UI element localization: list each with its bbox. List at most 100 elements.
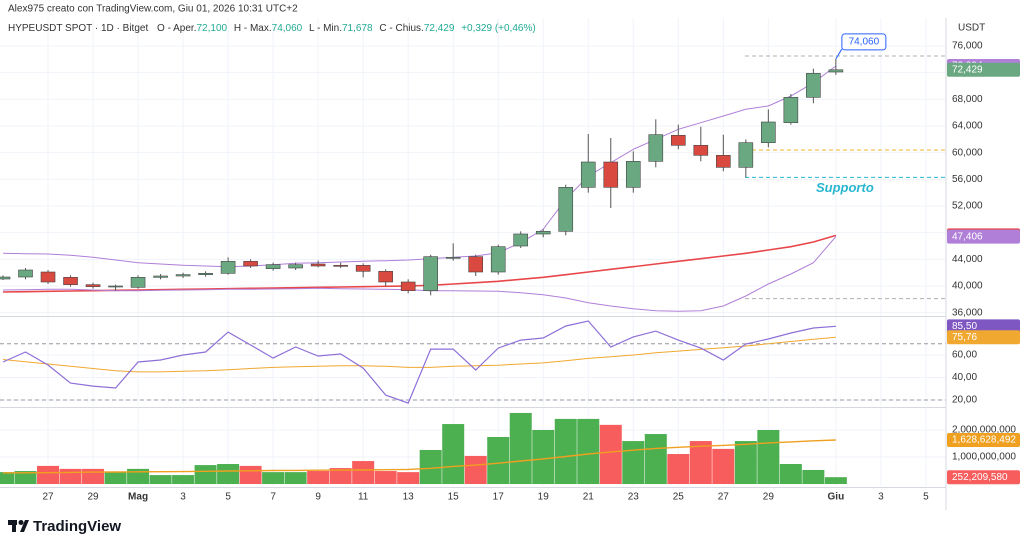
candle-body (513, 233, 529, 247)
candle-body (580, 161, 596, 188)
candle-body (243, 261, 258, 267)
rsi-pane (0, 317, 946, 406)
x-tick-label: 19 (538, 492, 550, 503)
volume-bar (14, 471, 37, 484)
candle-body (670, 135, 686, 146)
overlay-line (2, 65, 837, 268)
candle-body (220, 261, 236, 274)
volume-bar (667, 454, 690, 484)
logo-icon (12, 520, 16, 532)
volume-bar (307, 471, 330, 484)
ohlc-label: H - Max. (234, 23, 272, 34)
y-tick-label: 68,000 (952, 94, 983, 105)
price-tag-label: 72,429 (952, 64, 983, 75)
candle-body (828, 69, 844, 73)
logo-text: TradingView (33, 518, 121, 535)
x-tick-label: 3 (180, 492, 186, 503)
candle-body (85, 284, 101, 287)
volume-bar (194, 465, 217, 484)
price-tag-label: 75,76 (952, 332, 977, 343)
volume-bar (599, 424, 622, 484)
volume-bar (419, 449, 442, 484)
volume-bar (172, 475, 195, 484)
volume-bar (464, 455, 487, 484)
logo: TradingView (8, 518, 121, 535)
rsi-ma-line (2, 336, 836, 373)
volume-ma-line (2, 439, 836, 474)
candle-body (490, 246, 506, 273)
price-tag (947, 470, 1020, 485)
callout-pointer (835, 48, 843, 60)
volume-bar (82, 468, 105, 484)
volume-bar (689, 441, 712, 484)
annotation: Supporto (816, 180, 874, 195)
volume-bar (239, 465, 262, 484)
x-tick-label: Giu (828, 492, 845, 503)
legend: HYPEUSDT SPOT · 1D · Bitget O - Aper.72,… (8, 23, 536, 34)
volume-bar (284, 472, 307, 484)
candle-body (761, 121, 776, 143)
price-tag-label: 47,406 (952, 231, 983, 242)
callout-box (841, 33, 887, 51)
logo-icon (18, 520, 24, 525)
price-tag (947, 229, 1020, 244)
y-tick-label: 76,000 (952, 41, 983, 52)
volume-bar (712, 448, 735, 484)
candle-body (558, 187, 574, 232)
rsi-line (2, 320, 836, 404)
candle-body (108, 285, 123, 288)
price-tag (947, 330, 1020, 345)
candle-body (198, 273, 213, 275)
volume-bar (149, 475, 172, 484)
candle-body (783, 97, 799, 123)
logo-icon (20, 520, 29, 532)
candle-body (0, 276, 11, 280)
y-tick-label: 60,00 (952, 350, 977, 361)
volume-bar (622, 441, 645, 484)
y-tick-label: 56,000 (952, 174, 983, 185)
volume-bar (824, 477, 847, 484)
volume-bar (554, 418, 577, 484)
y-tick-label: 36,000 (952, 307, 983, 318)
y-tick-label: 44,000 (952, 254, 983, 265)
candle-body (63, 277, 78, 285)
credit: Alex975 creato con TradingView.com, Giu … (8, 4, 298, 15)
volume-bar (104, 472, 127, 484)
x-tick-label: 29 (87, 492, 99, 503)
volume-bar (262, 472, 285, 484)
price-tag (947, 319, 1020, 334)
candle-body (288, 264, 303, 269)
volume-bar (734, 441, 757, 484)
x-tick-label: 3 (878, 492, 884, 503)
candle-body (693, 145, 709, 156)
candle-body (400, 281, 416, 291)
x-tick-label: 21 (583, 492, 595, 503)
x-tick-label: 27 (42, 492, 54, 503)
volume-bar (487, 437, 510, 484)
callout-label: 74,060 (849, 37, 880, 48)
candle-body (265, 264, 281, 269)
volume-bar (397, 472, 420, 484)
candle-body (40, 271, 56, 283)
x-tick-label: 13 (403, 492, 415, 503)
x-tick-label: 27 (718, 492, 730, 503)
change: +0,329 (+0,46%) (461, 23, 536, 34)
candle-body (423, 256, 438, 291)
candle-body (18, 269, 33, 278)
x-tick-label: 5 (923, 492, 929, 503)
volume-bar (59, 468, 82, 484)
volume-pane (0, 408, 946, 486)
candle-body (716, 155, 731, 168)
x-tick-label: 11 (358, 492, 369, 503)
volume-bar (757, 429, 780, 484)
candle-body (355, 265, 371, 272)
x-tick-label: 5 (225, 492, 231, 503)
price-tag-label: 252,209,580 (952, 472, 1008, 483)
y-tick-label: 20,00 (952, 395, 977, 406)
volume-bar (509, 412, 532, 484)
price-tag (947, 62, 1020, 77)
y-tick-label: 1,000,000,000 (952, 452, 1016, 463)
ohlc-value: 71,678 (342, 23, 373, 34)
axes: 27 29 Mag 3 5 7 9 11 13 15 17 19 21 23 25 27 29 Giu 3 5 76,0… (0, 18, 1020, 510)
x-tick-label: 7 (270, 492, 276, 503)
